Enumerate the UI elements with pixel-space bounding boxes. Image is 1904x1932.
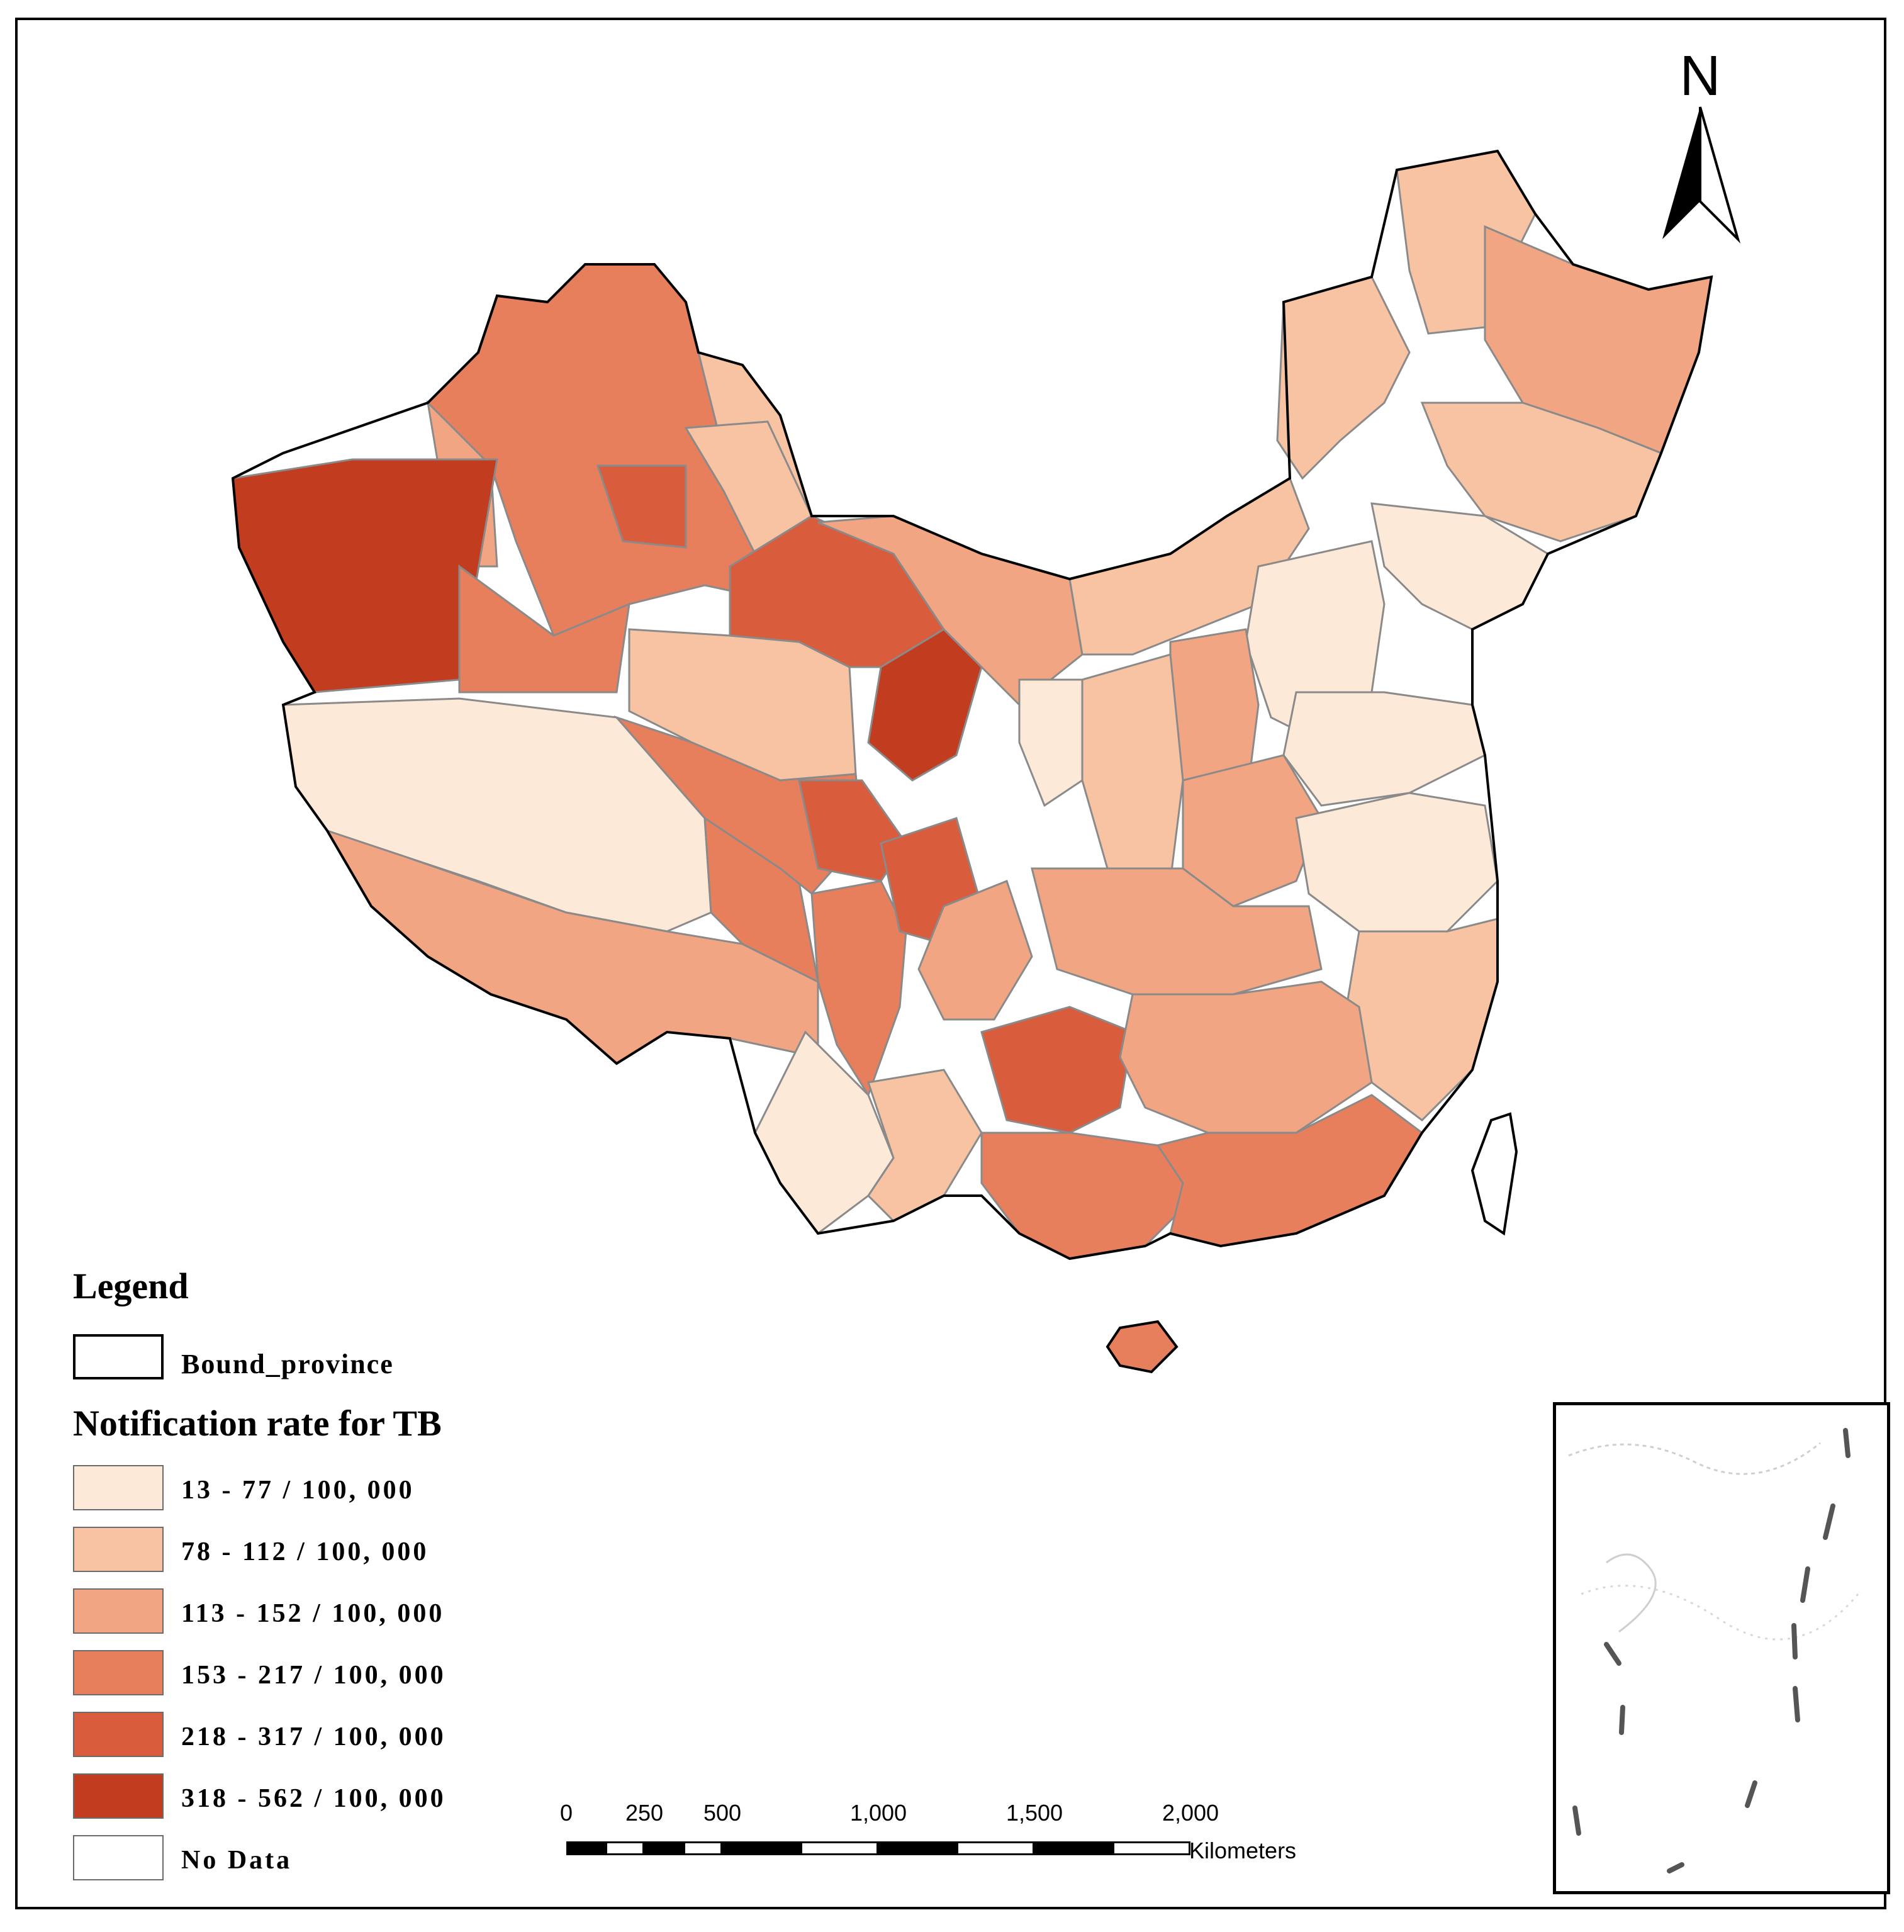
region-inner-mongolia-east [1276,276,1411,480]
region-jiangsu-anhui [1295,792,1499,933]
legend-class-label: 153 - 217 / 100, 000 [181,1661,446,1690]
legend-title: Legend [73,1266,189,1306]
scale-tick-label: 2,000 [1162,1800,1219,1826]
region-sichuan-west [810,880,907,1098]
region-hainan [1106,1320,1179,1374]
legend-class-label: 113 - 152 / 100, 000 [181,1599,445,1628]
region-sichuan-east [917,880,1033,1021]
scale-bar-segment [800,1841,878,1855]
legend-swatch [73,1712,164,1757]
legend-swatch [73,1465,164,1510]
scale-tick-label: 250 [625,1800,664,1826]
north-arrow-icon [1662,106,1741,244]
legend-swatch [73,1835,164,1880]
inset-islands [1568,1428,1859,1873]
region-hubei [1031,867,1323,996]
scale-unit: Kilometers [1189,1838,1297,1863]
legend-swatch [73,1773,164,1819]
region-xinjiang-south [458,564,630,694]
scale-tick-label: 0 [559,1800,573,1826]
scale-bar-segment [878,1841,956,1855]
scale-bar-segment [683,1841,722,1855]
boundary-swatch [73,1334,164,1379]
legend-class-label: 218 - 317 / 100, 000 [181,1722,446,1751]
boundary-label: Bound_province [181,1349,394,1379]
region-hunan-jiangxi [1119,980,1373,1134]
scale-bar: 0 250 500 1,000 1,500 2,000 Kilometers [560,1800,1340,1875]
scale-tick-label: 1,500 [1005,1800,1063,1826]
legend-swatch [73,1650,164,1695]
region-guizhou [980,1006,1134,1134]
region-shandong [1282,691,1486,807]
region-shaanxi [1081,653,1184,882]
legend-swatch [73,1588,164,1634]
scale-bar-segment [722,1841,800,1855]
legend-class-label: 13 - 77 / 100, 000 [181,1476,415,1505]
legend-class-label: No Data [181,1846,293,1875]
north-letter: N [1679,45,1721,108]
region-zhejiang-fujian [1345,918,1499,1121]
legend-swatch [73,1527,164,1572]
scale-bar-segment [1112,1841,1190,1855]
region-taiwan [1470,1112,1518,1236]
north-arrow: N [1656,44,1744,252]
region-ningxia [1018,678,1084,807]
region-xinjiang-turpan [596,464,687,549]
scale-bar-segment [605,1841,644,1855]
scale-bar-segment [566,1841,605,1855]
scale-tick-label: 1,000 [849,1800,907,1826]
legend-class-label: 78 - 112 / 100, 000 [181,1537,429,1566]
rate-title: Notification rate for TB [73,1403,442,1444]
inset-map-south-china-sea [1553,1402,1890,1894]
scale-bar-segment [1034,1841,1112,1855]
country-outline [231,149,1713,1261]
scale-bar-segment [644,1841,683,1855]
legend-class-label: 318 - 562 / 100, 000 [181,1784,446,1813]
scale-tick-label: 500 [703,1800,742,1826]
scale-bar-segment [956,1841,1034,1855]
region-xinjiang-southwest [232,458,498,694]
